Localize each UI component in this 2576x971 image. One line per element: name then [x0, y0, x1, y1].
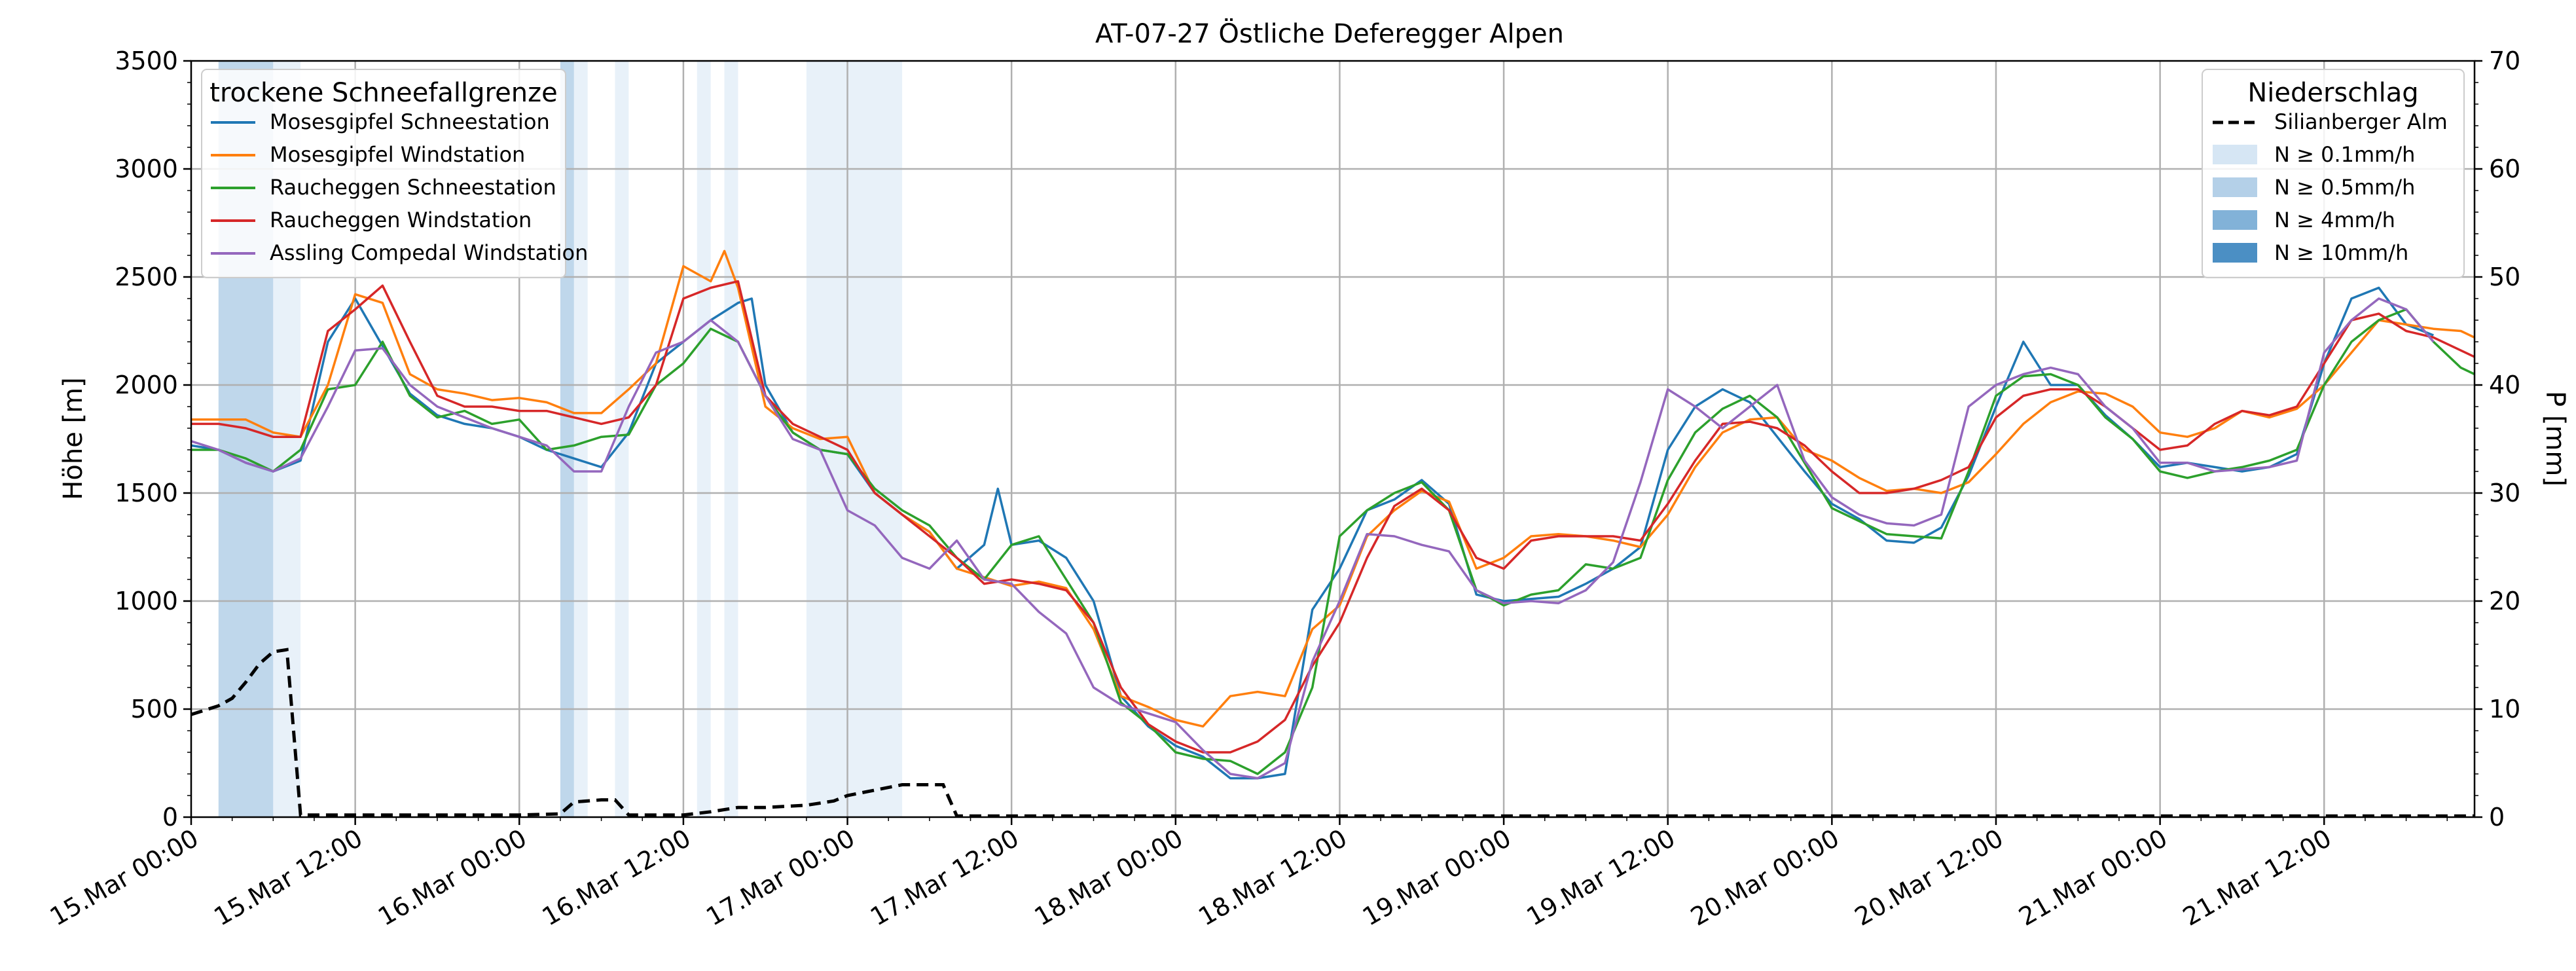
precip-band-5: [697, 61, 711, 817]
series-line-mosesgipfel-schneestation: [190, 286, 2434, 780]
y-axis-label-right: P [mm]: [2540, 391, 2570, 486]
series-line-assling-compedal-windstation: [190, 297, 2435, 780]
legend-right-frame: [2202, 69, 2465, 278]
legend-left-entry: Mosesgipfel Windstation: [270, 142, 525, 167]
legend-left-entry: Mosesgipfel Schneestation: [270, 109, 550, 134]
y-tick-label-left: 1000: [115, 587, 178, 615]
y-axis-label-left: Höhe [m]: [58, 377, 88, 500]
y-tick-label-right: 10: [2489, 695, 2520, 724]
legend-right-swatch-patch: [2213, 177, 2257, 197]
legend-right-swatch-patch: [2213, 210, 2257, 230]
legend-left-entry: Assling Compedal Windstation: [270, 240, 588, 265]
legend-left-entry: Raucheggen Windstation: [270, 208, 532, 232]
y-tick-label-right: 50: [2489, 263, 2520, 291]
y-tick-label-left: 3500: [115, 46, 178, 75]
plot-frame: [190, 60, 2476, 818]
legend-right-title: Niederschlag: [2247, 78, 2418, 108]
y-tick-label-left: 1500: [115, 479, 178, 507]
legend-right-entry: Silianberger Alm: [2274, 109, 2448, 134]
y-tick-label-right: 70: [2489, 46, 2520, 75]
series-lines: [190, 249, 2475, 818]
y-tick-label-left: 500: [130, 695, 178, 724]
legend-right-entry: N ≥ 4mm/h: [2274, 208, 2395, 232]
precip-band-3: [573, 61, 588, 817]
precip-band-6: [724, 61, 738, 817]
precip-band-4: [615, 61, 629, 817]
y-tick-label-left: 2000: [115, 371, 178, 399]
legend-right-swatch-patch: [2213, 243, 2257, 263]
legend-right-entry: N ≥ 0.5mm/h: [2274, 175, 2415, 200]
y-tick-label-right: 40: [2489, 371, 2520, 399]
legend-left-entry: Raucheggen Schneestation: [270, 175, 556, 200]
legend-right-entry: N ≥ 0.1mm/h: [2274, 142, 2415, 167]
precip-line-silianberger-alm: [190, 648, 2475, 818]
chart-title: AT-07-27 Östliche Deferegger Alpen: [1095, 18, 1564, 49]
y-tick-label-right: 20: [2489, 587, 2520, 615]
legend-right-entry: N ≥ 10mm/h: [2274, 240, 2408, 265]
series-line-raucheggen-schneestation: [191, 308, 2475, 775]
legend-left-title: trockene Schneefallgrenze: [209, 78, 557, 108]
legend-right-swatch-patch: [2213, 145, 2257, 164]
y-tick-label-right: 60: [2489, 155, 2520, 183]
grid-lines: [191, 61, 2475, 817]
y-tick-label-right: 0: [2489, 803, 2505, 832]
legend-left-frame: [201, 69, 566, 278]
y-tick-label-right: 30: [2489, 479, 2520, 507]
y-tick-label-left: 2500: [115, 263, 178, 291]
y-tick-label-left: 0: [162, 803, 178, 832]
y-tick-label-left: 3000: [115, 155, 178, 183]
